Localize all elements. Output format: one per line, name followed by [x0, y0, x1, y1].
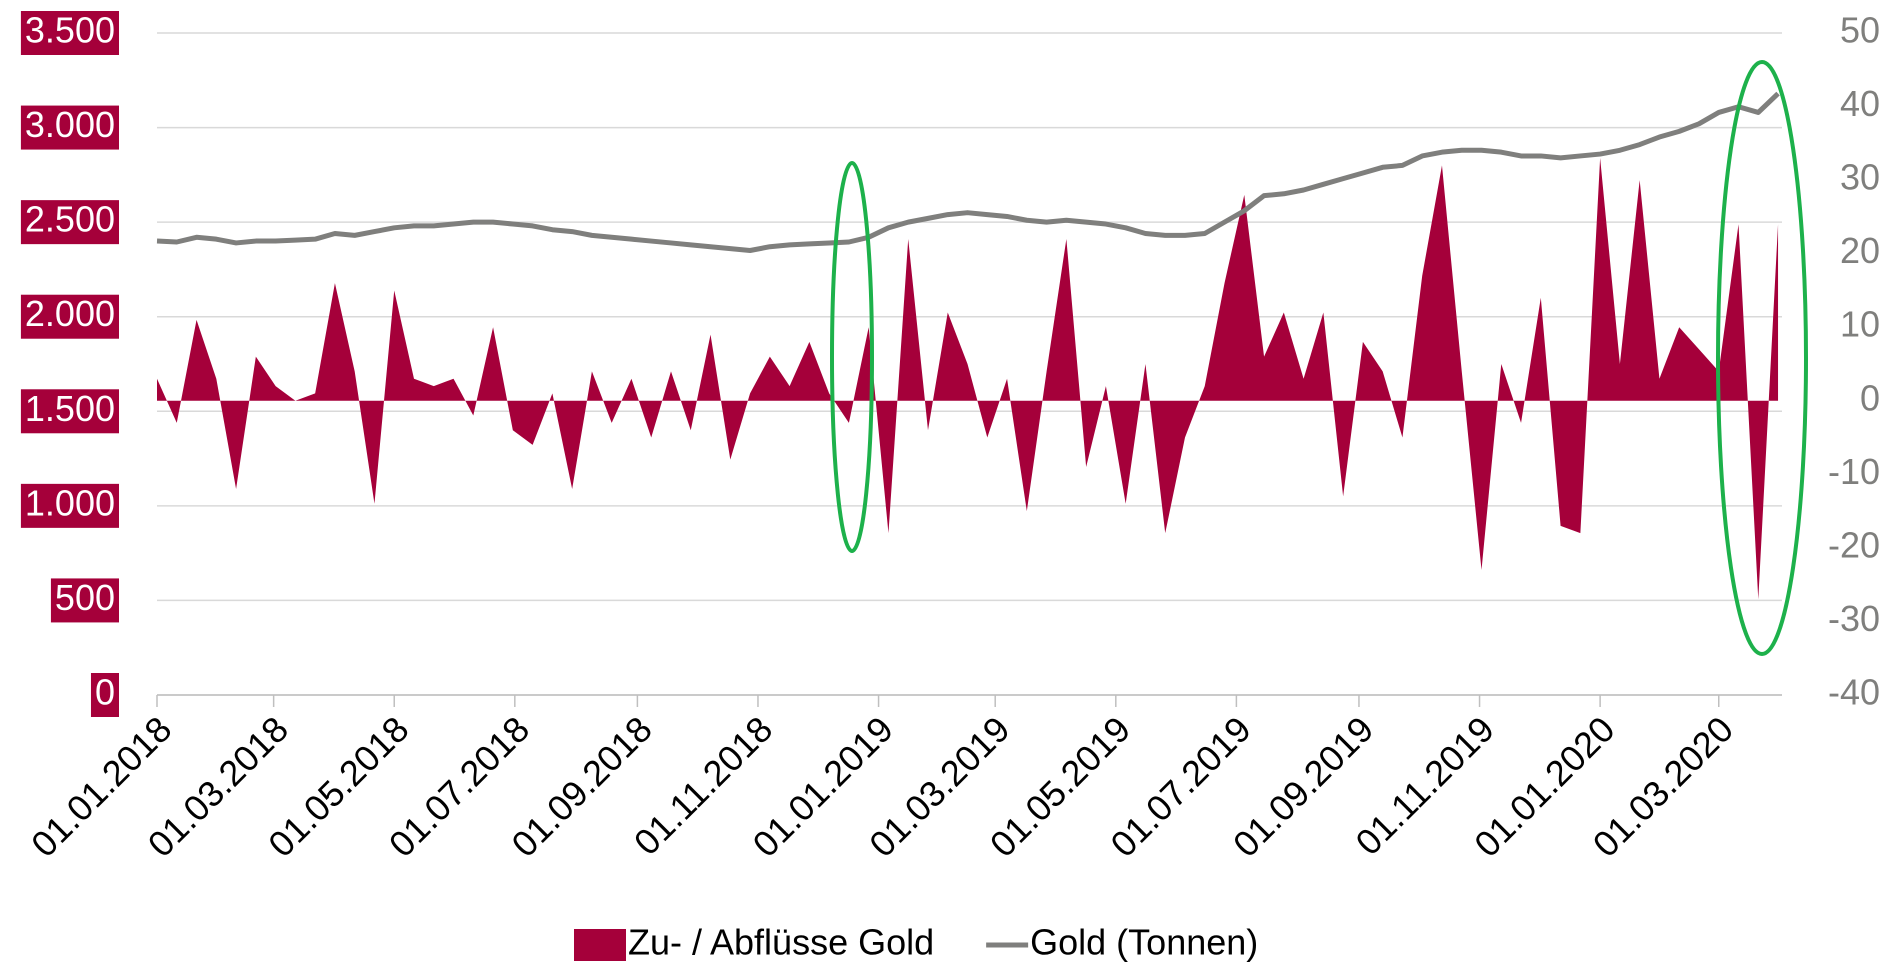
- y2-tick-label: 50: [1840, 10, 1880, 51]
- y-tick-label: 3.500: [25, 10, 115, 51]
- highlight-ellipse: [830, 161, 874, 553]
- y2-tick-label: -20: [1828, 524, 1880, 565]
- grid: [157, 32, 1782, 696]
- legend-label: Gold (Tonnen): [1030, 922, 1258, 963]
- y-tick-label-box: [20, 294, 119, 339]
- y2-tick-label: 40: [1840, 83, 1880, 124]
- y-tick-label: 1.000: [25, 482, 115, 523]
- flow-area: [157, 158, 1779, 600]
- y2-tick-label: -40: [1828, 672, 1880, 713]
- legend-swatch: [574, 929, 626, 961]
- y-tick-label: 1.500: [25, 388, 115, 429]
- legend-label: Zu- / Abflüsse Gold: [628, 922, 934, 963]
- y-tick-label: 2.500: [25, 199, 115, 240]
- y-tick-label-box: [20, 389, 119, 434]
- y-tick-label-box: [20, 105, 119, 150]
- y-tick-label-box: [90, 673, 119, 717]
- y-tick-label-box: [50, 578, 119, 623]
- layers: 05001.0001.5002.0002.5003.0003.500-40-30…: [20, 10, 1880, 963]
- y-tick-label-box: [20, 11, 119, 55]
- y2-tick-label: -10: [1828, 451, 1880, 492]
- y2-tick-label: 30: [1840, 157, 1880, 198]
- y-tick-label-box: [20, 483, 119, 528]
- highlight-ellipse: [1716, 60, 1808, 656]
- y-tick-label: 0: [95, 672, 115, 713]
- y2-tick-label: -30: [1828, 598, 1880, 639]
- y2-tick-label: 10: [1840, 304, 1880, 345]
- y-tick-label-box: [20, 200, 119, 245]
- gold-line: [156, 91, 1780, 254]
- y-tick-label: 2.000: [25, 293, 115, 334]
- y-tick-label: 3.000: [25, 104, 115, 145]
- y-tick-label: 500: [55, 577, 115, 618]
- y2-tick-label: 0: [1860, 377, 1880, 418]
- y2-tick-label: 20: [1840, 230, 1880, 271]
